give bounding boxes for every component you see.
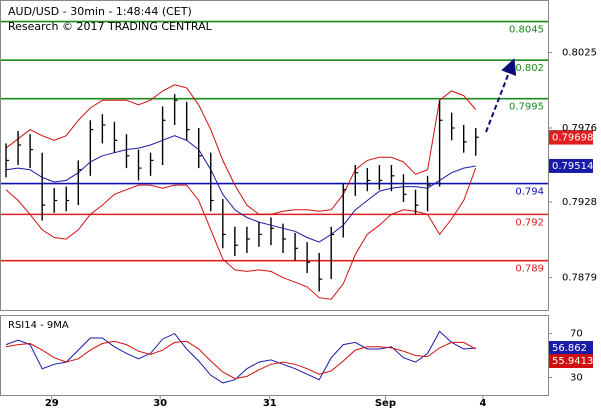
rsi-line <box>5 340 476 380</box>
overlay-line <box>5 135 476 243</box>
x-tick-label: 4 <box>479 398 486 409</box>
forecast-arrow <box>485 58 517 133</box>
level-label: 0.7995 <box>509 102 544 113</box>
y-tick-label: 70 <box>570 329 583 340</box>
y-tick-label: 0.8025 <box>562 47 597 58</box>
y-tick-label: 0.7879 <box>562 273 597 284</box>
level-label: 0.789 <box>515 264 544 275</box>
plot: 0.8045 0.802 0.7995 0.794 0.792 0.789 0.8025 0.… <box>1 20 597 409</box>
x-tick-label: Sep <box>375 398 396 409</box>
chart-title: AUD/USD - 30min - 1:48:44 (CET) <box>8 5 192 18</box>
price-badge <box>549 341 593 356</box>
price-badge-label: 0.79514 <box>552 161 593 172</box>
level-label: 0.792 <box>515 217 544 228</box>
rsi-line <box>5 330 476 384</box>
level-label: 0.802 <box>515 63 544 74</box>
y-tick-label: 30 <box>570 372 583 383</box>
y-tick-label: 0.7928 <box>562 197 597 208</box>
price-badge-label: 55.9413 <box>552 356 593 367</box>
overlay-line <box>5 167 477 300</box>
level-label: 0.8045 <box>509 25 544 36</box>
x-tick-label: 30 <box>153 398 167 409</box>
x-tick-label: 31 <box>263 398 277 409</box>
price-badge <box>549 158 593 173</box>
price-badge-label: 56.862 <box>552 343 587 354</box>
overlay-line <box>5 84 477 215</box>
chart-subtitle: Research © 2017 TRADING CENTRAL <box>8 20 213 33</box>
rsi-title: RSI14 - 9MA <box>8 320 69 331</box>
price-badge <box>549 130 593 145</box>
price-badge <box>549 354 593 369</box>
level-label: 0.794 <box>515 187 544 198</box>
rsi-panel <box>0 315 549 396</box>
x-tick-label: 29 <box>45 398 59 409</box>
price-badge-label: 0.79698 <box>552 133 593 144</box>
price-panel <box>0 0 549 311</box>
y-tick-label: 0.7976 <box>562 123 597 134</box>
